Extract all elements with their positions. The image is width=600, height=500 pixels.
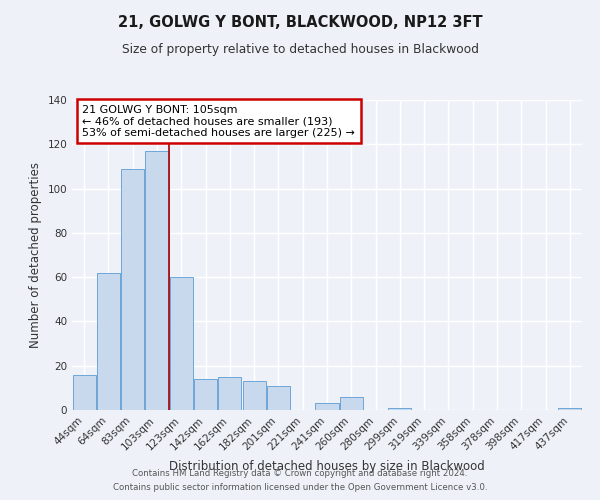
- Bar: [145, 151, 169, 410]
- Bar: [170, 277, 193, 410]
- Bar: [242, 381, 266, 410]
- Bar: [73, 374, 95, 410]
- Bar: [316, 404, 338, 410]
- X-axis label: Distribution of detached houses by size in Blackwood: Distribution of detached houses by size …: [169, 460, 485, 473]
- Text: Contains HM Land Registry data © Crown copyright and database right 2024.: Contains HM Land Registry data © Crown c…: [132, 468, 468, 477]
- Bar: [194, 379, 217, 410]
- Text: Size of property relative to detached houses in Blackwood: Size of property relative to detached ho…: [121, 42, 479, 56]
- Text: 21 GOLWG Y BONT: 105sqm
← 46% of detached houses are smaller (193)
53% of semi-d: 21 GOLWG Y BONT: 105sqm ← 46% of detache…: [82, 104, 355, 138]
- Bar: [97, 272, 120, 410]
- Bar: [121, 168, 144, 410]
- Y-axis label: Number of detached properties: Number of detached properties: [29, 162, 42, 348]
- Bar: [559, 408, 581, 410]
- Bar: [218, 377, 241, 410]
- Text: 21, GOLWG Y BONT, BLACKWOOD, NP12 3FT: 21, GOLWG Y BONT, BLACKWOOD, NP12 3FT: [118, 15, 482, 30]
- Bar: [340, 396, 363, 410]
- Text: Contains public sector information licensed under the Open Government Licence v3: Contains public sector information licen…: [113, 484, 487, 492]
- Bar: [267, 386, 290, 410]
- Bar: [388, 408, 412, 410]
